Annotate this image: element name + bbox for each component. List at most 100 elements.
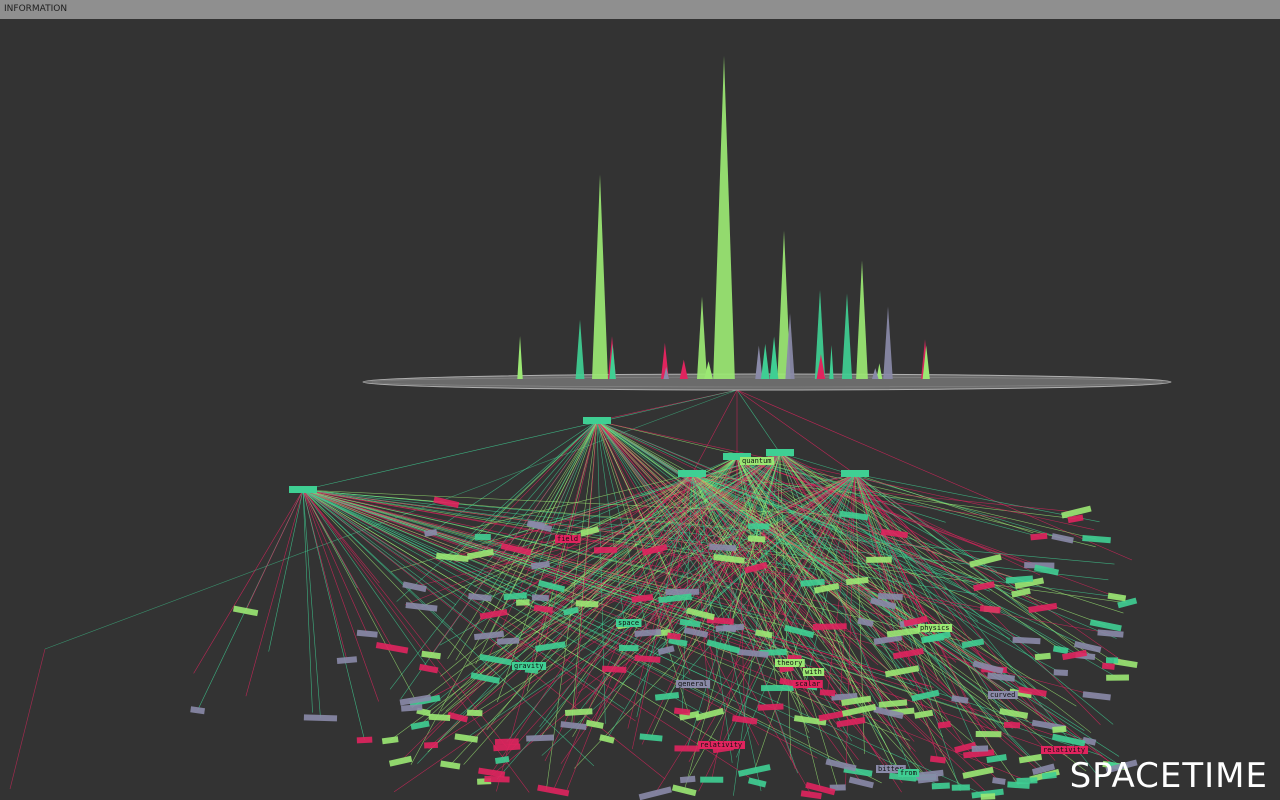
word-tag[interactable]	[388, 755, 413, 767]
word-tag[interactable]	[494, 738, 519, 746]
word-tag[interactable]	[1051, 533, 1074, 544]
word-tag[interactable]	[870, 597, 897, 610]
word-tag[interactable]	[479, 653, 513, 666]
word-tag[interactable]	[190, 706, 206, 715]
word-tag[interactable]	[1061, 649, 1088, 661]
word-tag[interactable]	[657, 645, 675, 656]
word-tag[interactable]	[884, 665, 920, 678]
word-tag[interactable]	[1082, 534, 1111, 544]
word-tag[interactable]	[503, 592, 527, 601]
word-tag[interactable]	[737, 648, 769, 658]
word-tag[interactable]	[800, 790, 822, 800]
word-tag[interactable]	[1067, 514, 1084, 524]
word-tag[interactable]	[877, 593, 903, 601]
word-tag[interactable]	[980, 793, 996, 800]
word-tag[interactable]	[1052, 645, 1069, 655]
word-tag[interactable]	[987, 672, 1016, 682]
word-tag[interactable]	[526, 734, 554, 742]
word-tag[interactable]	[1034, 652, 1051, 661]
word-tag[interactable]	[866, 556, 892, 563]
word-tag[interactable]	[1082, 736, 1097, 746]
word-tag[interactable]	[1018, 753, 1043, 764]
word-tag[interactable]	[1028, 602, 1058, 613]
word-label[interactable]: physics	[918, 624, 953, 632]
word-tag[interactable]	[747, 777, 767, 788]
word-tag[interactable]	[793, 715, 827, 726]
word-tag[interactable]	[800, 578, 825, 587]
word-tag[interactable]	[683, 627, 709, 638]
word-tag[interactable]	[1053, 669, 1069, 677]
word-tag[interactable]	[972, 660, 1004, 675]
word-tag[interactable]	[686, 607, 715, 621]
word-tag[interactable]	[402, 581, 427, 593]
word-tag[interactable]	[845, 576, 869, 586]
word-tag[interactable]	[1089, 619, 1122, 632]
word-tag[interactable]	[474, 533, 491, 540]
word-tag[interactable]	[915, 769, 944, 779]
word-tag[interactable]	[972, 581, 996, 592]
word-tag[interactable]	[428, 713, 451, 722]
word-tag[interactable]	[500, 542, 532, 556]
word-tag[interactable]	[440, 760, 461, 770]
word-tag[interactable]	[564, 708, 593, 717]
word-tag[interactable]	[232, 605, 259, 617]
word-tag[interactable]	[917, 775, 939, 784]
word-tag[interactable]	[562, 606, 579, 616]
word-tag[interactable]	[447, 711, 469, 723]
word-tag[interactable]	[841, 703, 877, 717]
word-tag[interactable]	[466, 548, 494, 560]
word-tag[interactable]	[1106, 657, 1119, 664]
word-tag[interactable]	[813, 582, 840, 594]
word-tag[interactable]	[761, 684, 794, 692]
word-label[interactable]: quantum	[740, 457, 775, 465]
word-tag[interactable]	[421, 650, 441, 660]
word-tag[interactable]	[975, 731, 1002, 738]
word-tag[interactable]	[468, 592, 492, 602]
word-tag[interactable]	[639, 733, 663, 742]
word-tag[interactable]	[535, 641, 566, 652]
word-tag[interactable]	[526, 520, 553, 533]
word-tag[interactable]	[668, 637, 688, 647]
word-tag[interactable]	[722, 624, 737, 633]
word-tag[interactable]	[410, 720, 430, 730]
word-tag[interactable]	[951, 695, 969, 704]
word-tag[interactable]	[1105, 759, 1138, 774]
word-tag[interactable]	[931, 782, 950, 790]
word-tag[interactable]	[375, 642, 409, 654]
word-tag[interactable]	[1011, 587, 1031, 598]
word-tag[interactable]	[466, 709, 483, 717]
word-tag[interactable]	[424, 741, 439, 749]
word-tag[interactable]	[1009, 688, 1033, 699]
word-tag[interactable]	[1003, 721, 1021, 729]
hub-tag[interactable]	[289, 486, 317, 493]
word-tag[interactable]	[303, 714, 338, 722]
word-tag[interactable]	[992, 777, 1006, 785]
word-tag[interactable]	[673, 707, 691, 716]
word-label[interactable]: relativity	[1041, 746, 1088, 754]
word-tag[interactable]	[399, 694, 432, 706]
word-tag[interactable]	[585, 719, 604, 729]
word-tag[interactable]	[986, 754, 1007, 764]
word-label[interactable]: with	[803, 668, 825, 676]
word-label[interactable]: general	[676, 680, 711, 688]
word-tag[interactable]	[1107, 592, 1127, 602]
word-tag[interactable]	[1052, 725, 1067, 734]
word-tag[interactable]	[405, 602, 438, 612]
word-tag[interactable]	[356, 629, 378, 638]
word-tag[interactable]	[674, 745, 700, 752]
word-tag[interactable]	[706, 639, 741, 654]
word-tag[interactable]	[424, 528, 438, 537]
hub-tag[interactable]	[678, 470, 706, 477]
word-tag[interactable]	[356, 736, 373, 744]
word-tag[interactable]	[601, 665, 627, 674]
word-tag[interactable]	[841, 695, 872, 706]
word-tag[interactable]	[641, 543, 668, 556]
hub-tag[interactable]	[766, 449, 794, 456]
word-tag[interactable]	[537, 579, 566, 593]
word-label[interactable]: theory	[775, 659, 805, 667]
word-tag[interactable]	[784, 624, 815, 639]
word-tag[interactable]	[731, 715, 758, 725]
hub-tag[interactable]	[723, 453, 751, 460]
word-tag[interactable]	[516, 599, 530, 606]
